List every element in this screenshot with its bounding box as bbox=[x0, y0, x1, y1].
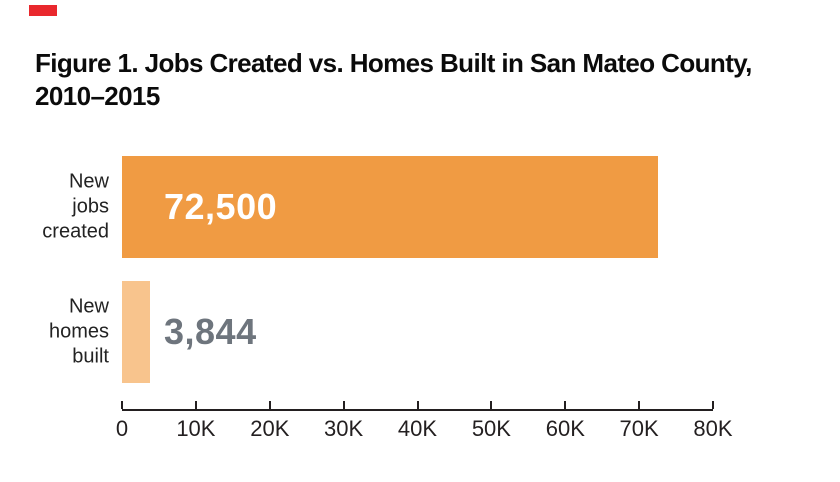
figure-title: Figure 1. Jobs Created vs. Homes Built i… bbox=[35, 47, 825, 113]
x-axis-tick-label-70K: 70K bbox=[619, 416, 659, 441]
bar-new-homes-built bbox=[122, 281, 151, 383]
x-axis-tick-30K bbox=[342, 401, 345, 409]
figure-title-line1: Figure 1. Jobs Created vs. Homes Built i… bbox=[35, 48, 752, 78]
x-axis-tick-label-20K: 20K bbox=[250, 416, 290, 441]
category-label-new-homes-built: New homes built bbox=[48, 295, 109, 368]
x-axis-line bbox=[122, 409, 713, 411]
category-label-new-jobs-created: New jobs created bbox=[42, 170, 109, 243]
x-axis-tick-70K bbox=[638, 401, 641, 409]
bar-row-new-jobs-created: New jobs created 72,500 bbox=[0, 156, 840, 258]
x-axis-tick-label-10K: 10K bbox=[176, 416, 216, 441]
x-axis-tick-40K bbox=[416, 401, 419, 409]
x-axis-tick-0 bbox=[121, 401, 123, 409]
x-axis-tick-label-30K: 30K bbox=[324, 416, 364, 441]
x-axis-tick-label-50K: 50K bbox=[471, 416, 511, 441]
x-axis-tick-50K bbox=[490, 401, 493, 409]
x-axis-tick-label-0: 0 bbox=[115, 416, 129, 441]
x-axis-tick-80K bbox=[712, 401, 714, 409]
x-axis-tick-label-40K: 40K bbox=[397, 416, 438, 441]
x-axis-tick-60K bbox=[564, 401, 567, 409]
bar-row-new-homes-built: New homes built 3,844 bbox=[0, 281, 840, 383]
bar-value-new-homes-built: 3,844 bbox=[164, 311, 257, 352]
x-axis-tick-label-80K: 80K bbox=[693, 416, 733, 441]
bar-new-jobs-created bbox=[122, 156, 658, 258]
x-axis-tick-20K bbox=[268, 401, 271, 409]
brand-red-mark bbox=[29, 5, 57, 16]
bar-value-new-jobs-created: 72,500 bbox=[164, 186, 278, 227]
x-axis-tick-10K bbox=[194, 401, 197, 409]
figure-title-line2: 2010–2015 bbox=[35, 81, 160, 111]
x-axis-tick-label-60K: 60K bbox=[545, 416, 585, 441]
